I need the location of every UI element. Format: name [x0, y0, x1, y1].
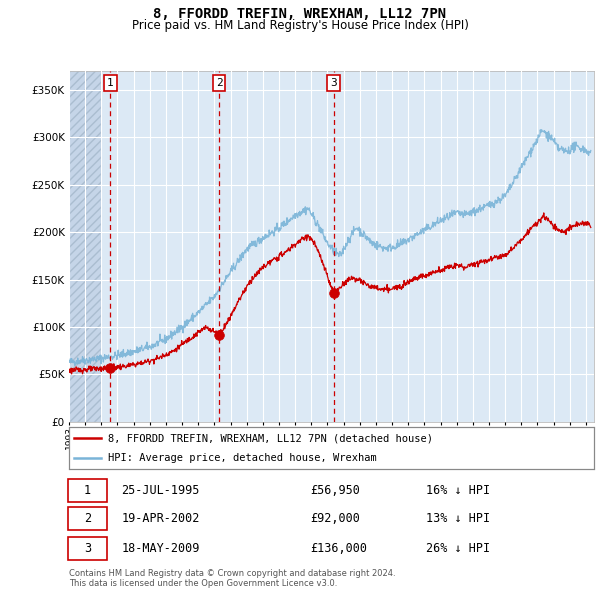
Text: Contains HM Land Registry data © Crown copyright and database right 2024.: Contains HM Land Registry data © Crown c…	[69, 569, 395, 578]
Text: 8, FFORDD TREFIN, WREXHAM, LL12 7PN (detached house): 8, FFORDD TREFIN, WREXHAM, LL12 7PN (det…	[109, 433, 433, 443]
FancyBboxPatch shape	[68, 537, 107, 560]
Text: 2: 2	[216, 78, 223, 88]
Text: £56,950: £56,950	[311, 484, 361, 497]
Text: This data is licensed under the Open Government Licence v3.0.: This data is licensed under the Open Gov…	[69, 579, 337, 588]
Text: 19-APR-2002: 19-APR-2002	[121, 512, 200, 525]
Text: 1: 1	[107, 78, 114, 88]
Bar	[69, 71, 101, 422]
Text: £92,000: £92,000	[311, 512, 361, 525]
Text: 25-JUL-1995: 25-JUL-1995	[121, 484, 200, 497]
Text: £136,000: £136,000	[311, 542, 367, 555]
Text: 26% ↓ HPI: 26% ↓ HPI	[426, 542, 490, 555]
Text: 18-MAY-2009: 18-MAY-2009	[121, 542, 200, 555]
Text: 2: 2	[84, 512, 91, 525]
Text: 13% ↓ HPI: 13% ↓ HPI	[426, 512, 490, 525]
FancyBboxPatch shape	[68, 480, 107, 502]
Text: 8, FFORDD TREFIN, WREXHAM, LL12 7PN: 8, FFORDD TREFIN, WREXHAM, LL12 7PN	[154, 7, 446, 21]
Text: Price paid vs. HM Land Registry's House Price Index (HPI): Price paid vs. HM Land Registry's House …	[131, 19, 469, 32]
FancyBboxPatch shape	[68, 507, 107, 530]
Text: HPI: Average price, detached house, Wrexham: HPI: Average price, detached house, Wrex…	[109, 453, 377, 463]
Text: 16% ↓ HPI: 16% ↓ HPI	[426, 484, 490, 497]
Text: 3: 3	[330, 78, 337, 88]
Text: 3: 3	[84, 542, 91, 555]
Text: 1: 1	[84, 484, 91, 497]
Bar	[69, 71, 101, 422]
